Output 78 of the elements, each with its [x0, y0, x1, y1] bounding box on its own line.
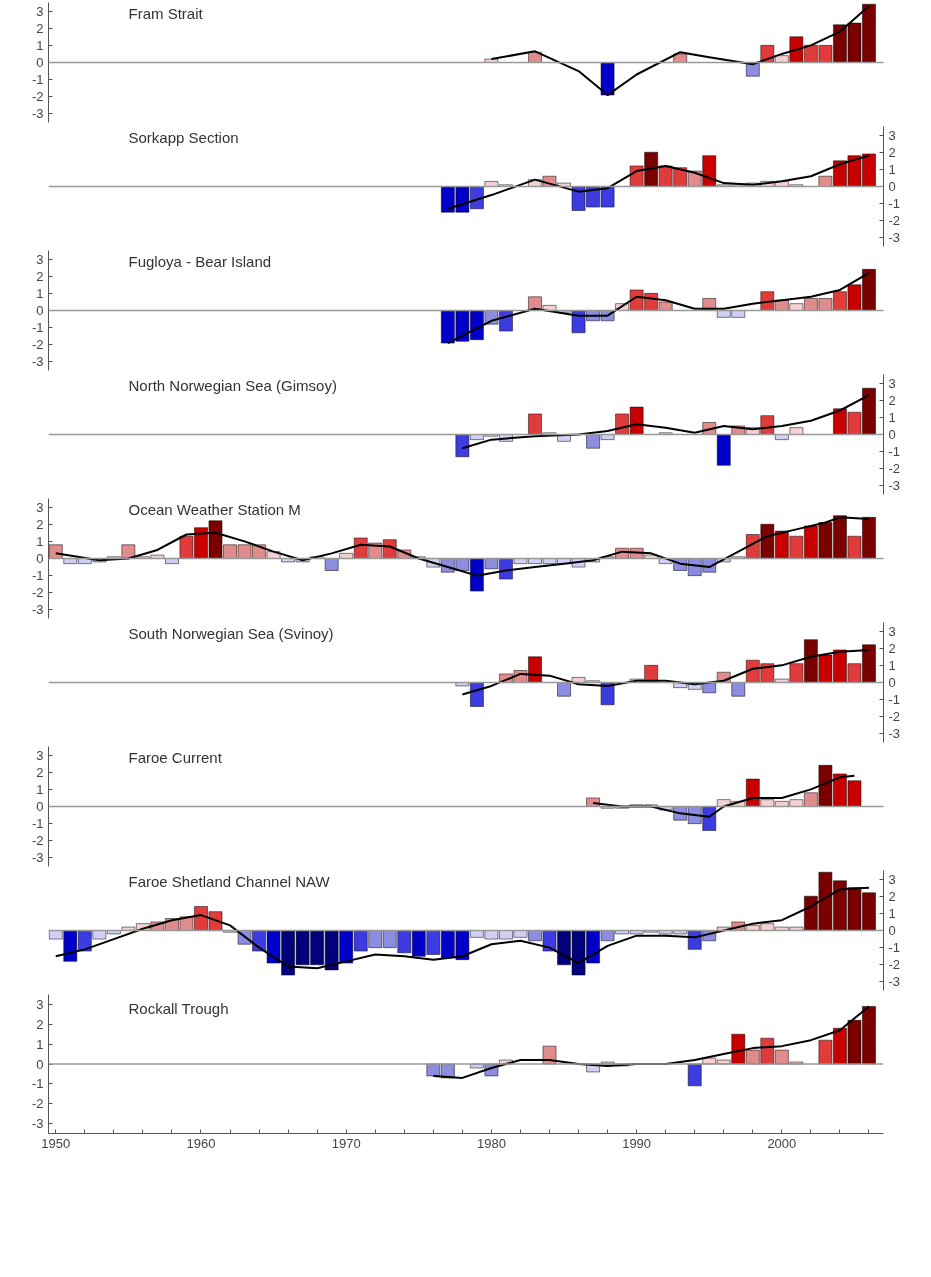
y2-tick-label: -3: [888, 478, 901, 494]
y-tick-label: -2: [31, 1096, 44, 1112]
y-tick-label: -3: [31, 1116, 44, 1132]
chart-title: Fram Strait: [128, 5, 204, 23]
chart-title: Faroe Current: [128, 749, 223, 767]
x-tick-label: 1990: [622, 1135, 652, 1151]
y2-tick-label: 0: [888, 427, 896, 442]
y-tick-label: 2: [36, 1016, 44, 1032]
y2-tick-label: 0: [888, 923, 896, 938]
y2-tick-label: -1: [888, 444, 901, 460]
x-tick-label: 1960: [186, 1135, 216, 1151]
y2-tick-label: -1: [888, 692, 901, 708]
y2-tick-label: -3: [888, 230, 901, 246]
y2-tick-label: 2: [888, 888, 896, 904]
chart-title: Ocean Weather Station M: [128, 501, 301, 519]
y-tick-label: 3: [36, 251, 44, 267]
y2-tick-label: 1: [888, 161, 896, 177]
chart-title: Rockall Trough: [128, 1000, 229, 1018]
y-tick-label: 0: [36, 55, 44, 70]
y-tick-label: -3: [31, 602, 44, 618]
y-tick-label: 1: [36, 533, 44, 549]
y-tick-label: 2: [36, 764, 44, 780]
y2-tick-label: 3: [888, 871, 896, 887]
y2-tick-label: -3: [888, 974, 901, 990]
y-tick-label: 1: [36, 285, 44, 301]
y-tick-label: 3: [36, 747, 44, 763]
y2-tick-label: 3: [888, 375, 896, 391]
x-tick-label: 1950: [41, 1135, 71, 1151]
y2-tick-label: 3: [888, 127, 896, 143]
chart-title: South Norwegian Sea (Svinoy): [128, 625, 334, 643]
y-tick-label: 3: [36, 3, 44, 19]
y-tick-label: 0: [36, 551, 44, 566]
y-tick-label: 2: [36, 20, 44, 36]
y2-tick-label: -3: [888, 726, 901, 742]
x-tick-label: 1980: [476, 1135, 506, 1151]
y-tick-label: 2: [36, 268, 44, 284]
y-tick-label: 2: [36, 516, 44, 532]
y2-tick-label: 0: [888, 179, 896, 194]
y-tick-label: 3: [36, 996, 44, 1012]
y-tick-label: 1: [36, 37, 44, 53]
y2-tick-label: -2: [888, 213, 901, 229]
y-tick-label: -2: [31, 585, 44, 601]
y-tick-label: 1: [36, 781, 44, 797]
y2-tick-label: 0: [888, 675, 896, 690]
y-tick-label: -1: [31, 72, 44, 88]
x-tick-label: 1970: [331, 1135, 361, 1151]
y-tick-label: 0: [36, 799, 44, 814]
y-tick-label: -2: [31, 833, 44, 849]
y2-tick-label: 2: [888, 144, 896, 160]
chart-title: Faroe Shetland Channel NAW: [128, 873, 331, 891]
y-tick-label: 3: [36, 499, 44, 515]
y-tick-label: 0: [36, 1056, 44, 1072]
y-tick-label: -1: [31, 320, 44, 336]
x-tick-label: 2000: [767, 1135, 797, 1151]
y-tick-label: -2: [31, 89, 44, 105]
y2-tick-label: -1: [888, 940, 901, 956]
chart-title: Sorkapp Section: [128, 129, 239, 147]
y-tick-label: -3: [31, 850, 44, 866]
y2-tick-label: -1: [888, 196, 901, 212]
chart-title: North Norwegian Sea (Gimsoy): [128, 377, 337, 395]
y-tick-label: -2: [31, 337, 44, 353]
y2-tick-label: 2: [888, 640, 896, 656]
y-tick-label: 0: [36, 303, 44, 318]
y-tick-label: -3: [31, 354, 44, 370]
chart-title: Fugloya - Bear Island: [128, 253, 272, 271]
y2-tick-label: 2: [888, 392, 896, 408]
y-tick-label: 1: [36, 1036, 44, 1052]
y2-tick-label: -2: [888, 709, 901, 725]
y2-tick-label: -2: [888, 461, 901, 477]
y2-tick-label: 1: [888, 657, 896, 673]
y-tick-label: -1: [31, 1076, 44, 1092]
y2-tick-label: -2: [888, 957, 901, 973]
y2-tick-label: 1: [888, 905, 896, 921]
y2-tick-label: 3: [888, 623, 896, 639]
y-tick-label: -1: [31, 816, 44, 832]
y2-tick-label: 1: [888, 409, 896, 425]
y-tick-label: -3: [31, 106, 44, 122]
y-tick-label: -1: [31, 568, 44, 584]
